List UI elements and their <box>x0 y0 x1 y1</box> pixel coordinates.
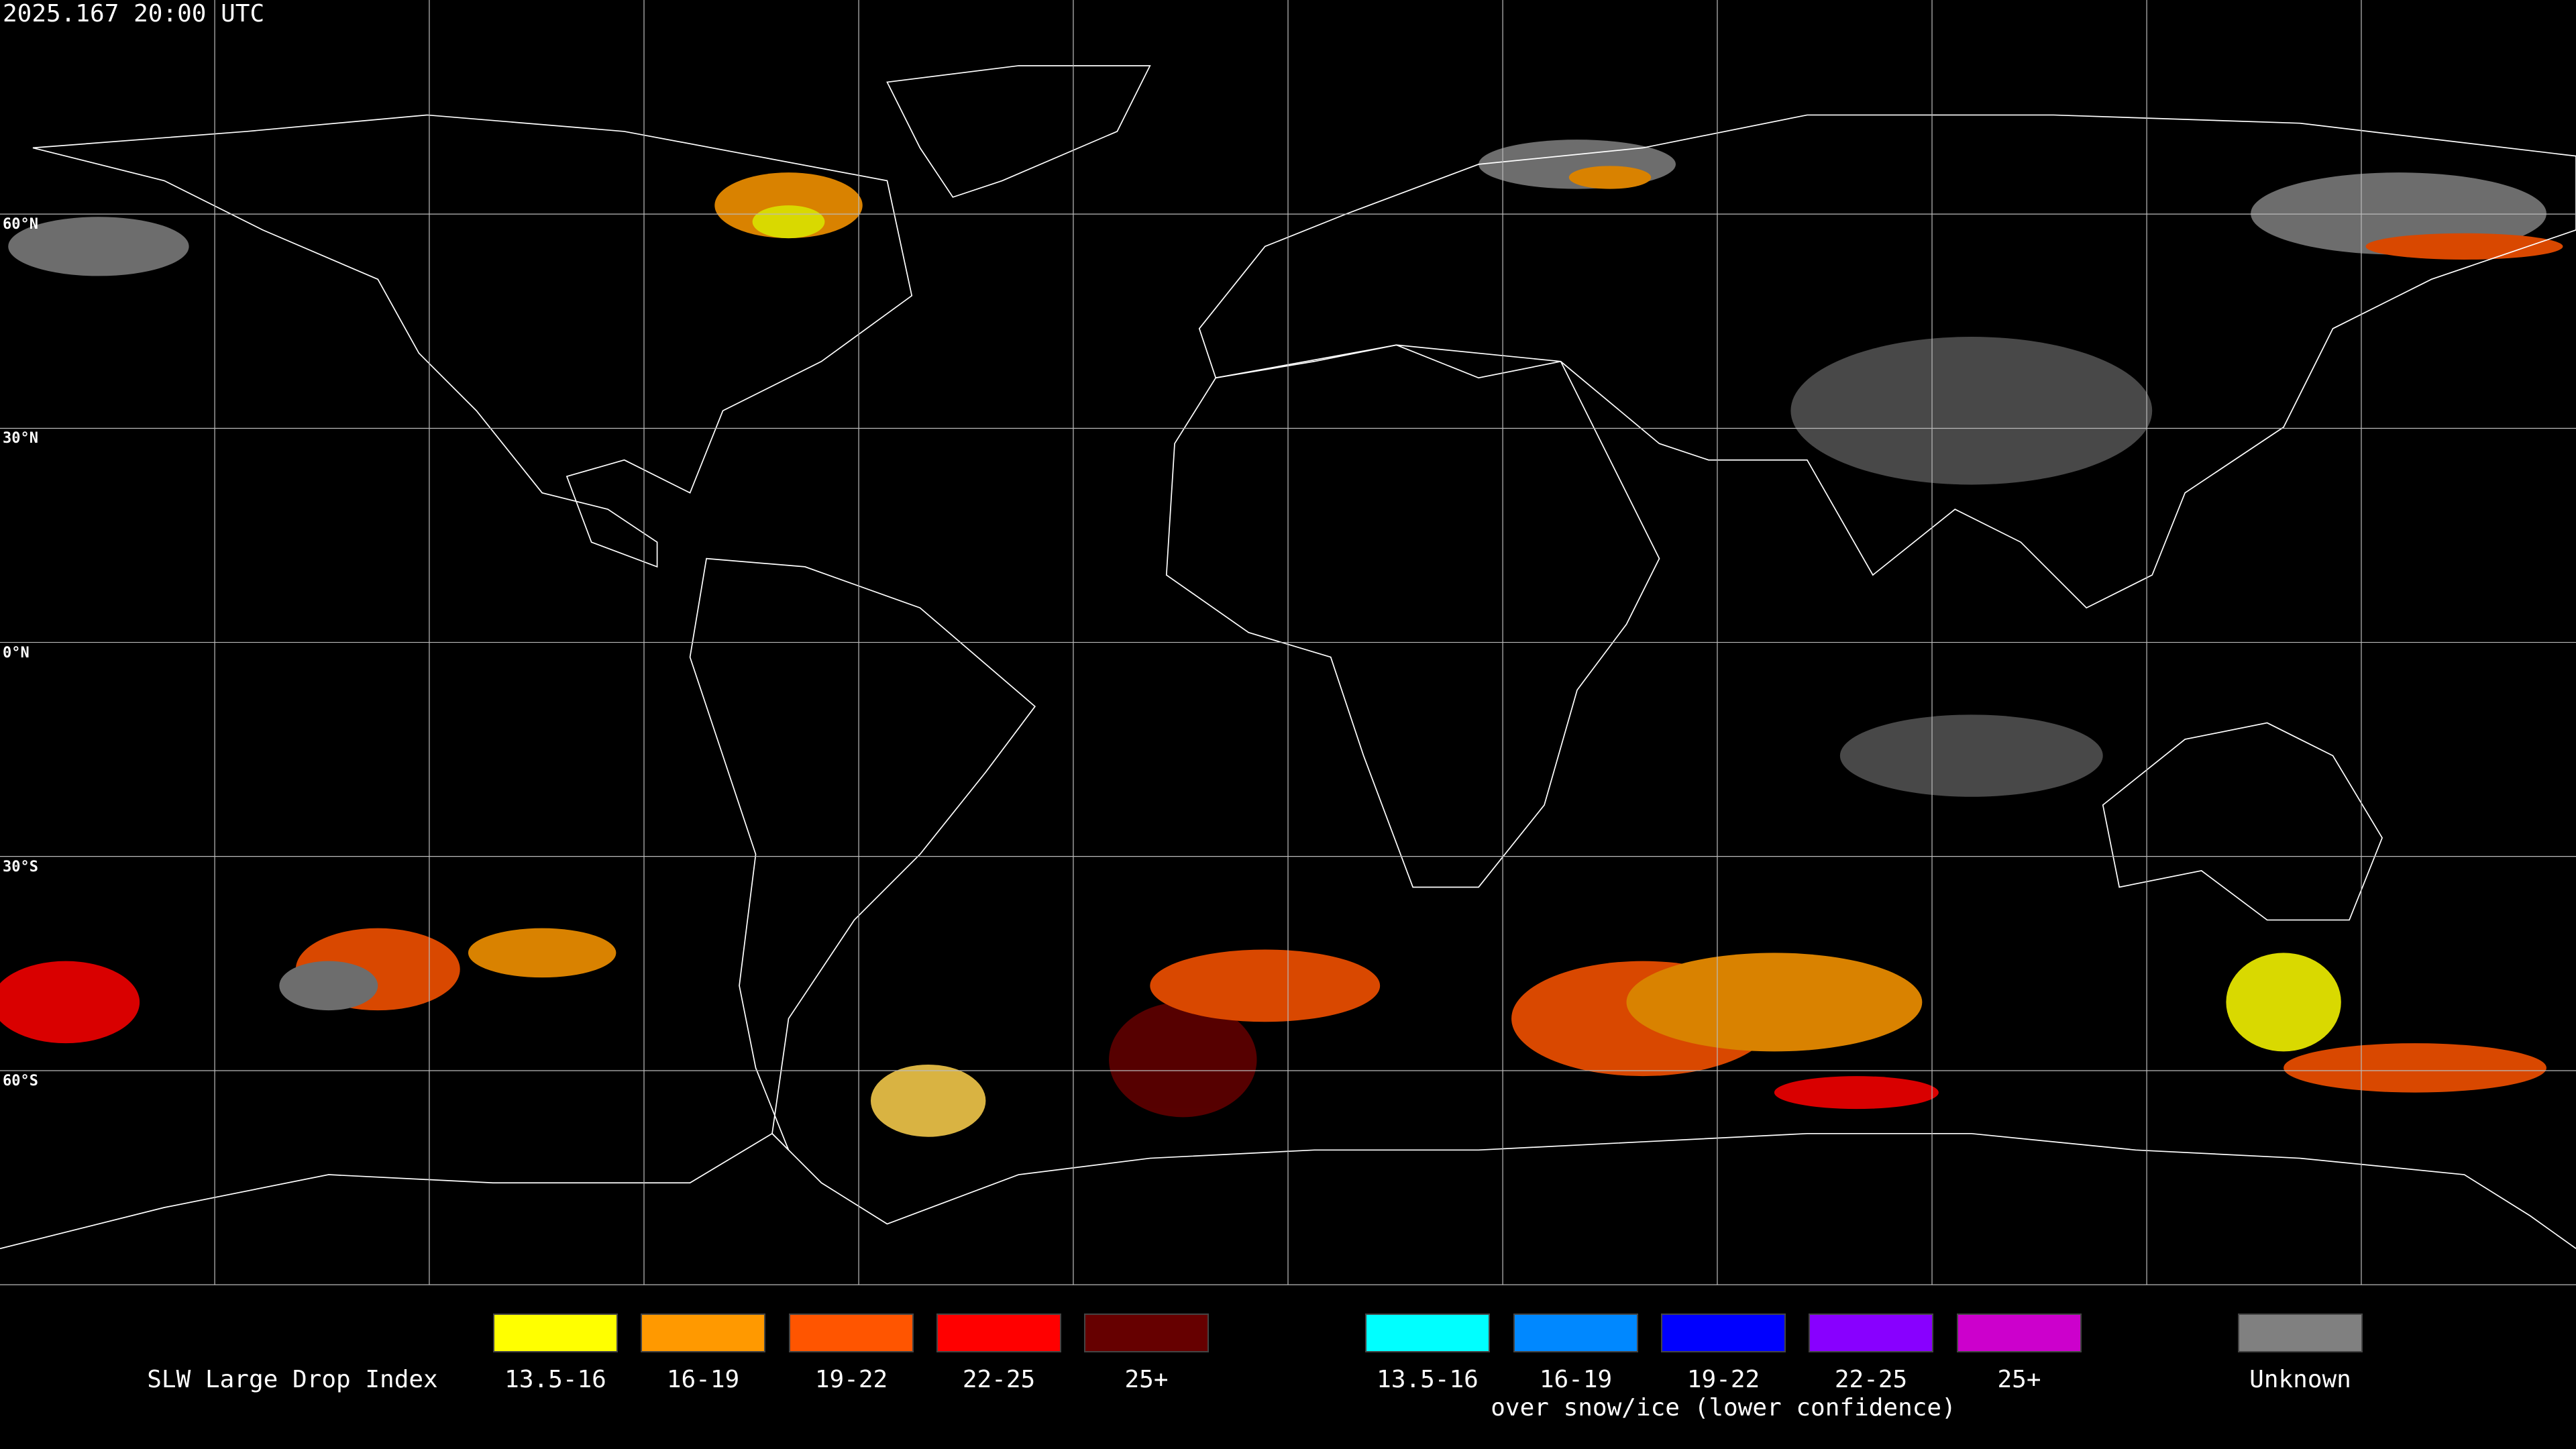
snow-item-swatch <box>1957 1313 2082 1352</box>
cloud-patch <box>1109 1002 1257 1118</box>
rain-item-label: 13.5-16 <box>504 1366 606 1393</box>
cloud-patch <box>279 961 378 1011</box>
legend-title: SLW Large Drop Index <box>147 1366 437 1393</box>
rain-item-swatch <box>641 1313 765 1352</box>
map-layer <box>0 0 2576 1285</box>
rain-item-swatch <box>493 1313 618 1352</box>
rain-item-swatch <box>936 1313 1061 1352</box>
coastline <box>1198 114 2576 609</box>
graticule <box>0 0 2576 1285</box>
snow-item-swatch <box>1513 1313 1638 1352</box>
latitude-label: 30°S <box>3 859 38 875</box>
snow-item-label: 19-22 <box>1687 1366 1760 1393</box>
coastline <box>0 1132 2576 1250</box>
cloud-patch <box>870 1064 986 1137</box>
clouds <box>0 140 2563 1137</box>
cloud-patch <box>2365 233 2563 260</box>
snow-item-label: 13.5-16 <box>1377 1366 1479 1393</box>
snow-item-label: 25+ <box>1997 1366 2041 1393</box>
snow-item-swatch <box>1365 1313 1490 1352</box>
rain-item-label: 25+ <box>1124 1366 1168 1393</box>
cloud-patch <box>1790 337 2153 485</box>
latitude-label: 60°N <box>3 216 38 233</box>
cloud-patch <box>2284 1043 2546 1093</box>
cloud-patch <box>1774 1076 1939 1110</box>
coastlines <box>0 65 2576 1250</box>
coastline <box>689 557 1036 1150</box>
rain-item-swatch <box>789 1313 914 1352</box>
cloud-patch <box>0 961 140 1044</box>
snow-item-label: 16-19 <box>1540 1366 1612 1393</box>
cloud-patch <box>8 217 189 276</box>
rain-item-label: 16-19 <box>667 1366 739 1393</box>
latitude-label: 0°N <box>3 645 30 661</box>
unknown-item-swatch <box>2238 1313 2363 1352</box>
rain-item-label: 19-22 <box>815 1366 888 1393</box>
latitude-labels: 60°N 30°N 0°N 30°S 60°S <box>3 216 38 1089</box>
coastline <box>32 114 913 568</box>
cloud-patch <box>1839 714 2103 797</box>
cloud-patch <box>1150 949 1381 1022</box>
coastline <box>2102 722 2383 921</box>
rain-item-label: 22-25 <box>963 1366 1035 1393</box>
snow-item-swatch <box>1661 1313 1786 1352</box>
snow-caption: over snow/ice (lower confidence) <box>1491 1394 1956 1421</box>
cloud-patch <box>2226 953 2341 1052</box>
cloud-patch <box>752 205 825 239</box>
rain-item-swatch <box>1084 1313 1209 1352</box>
coastline <box>886 65 1151 198</box>
timestamp: 2025.167 20:00 UTC <box>3 0 264 28</box>
latitude-label: 60°S <box>3 1073 38 1089</box>
cloud-patch <box>468 928 616 978</box>
latitude-label: 30°N <box>3 430 38 447</box>
cloud-patch <box>1568 166 1652 189</box>
legend: SLW Large Drop Index over snow/ice (lowe… <box>147 1313 2363 1421</box>
cloud-patch <box>1626 953 1923 1052</box>
snow-item-swatch <box>1809 1313 1933 1352</box>
snow-item-label: 22-25 <box>1835 1366 1907 1393</box>
coastline <box>1165 344 1660 888</box>
unknown-item-label: Unknown <box>2249 1366 2351 1393</box>
